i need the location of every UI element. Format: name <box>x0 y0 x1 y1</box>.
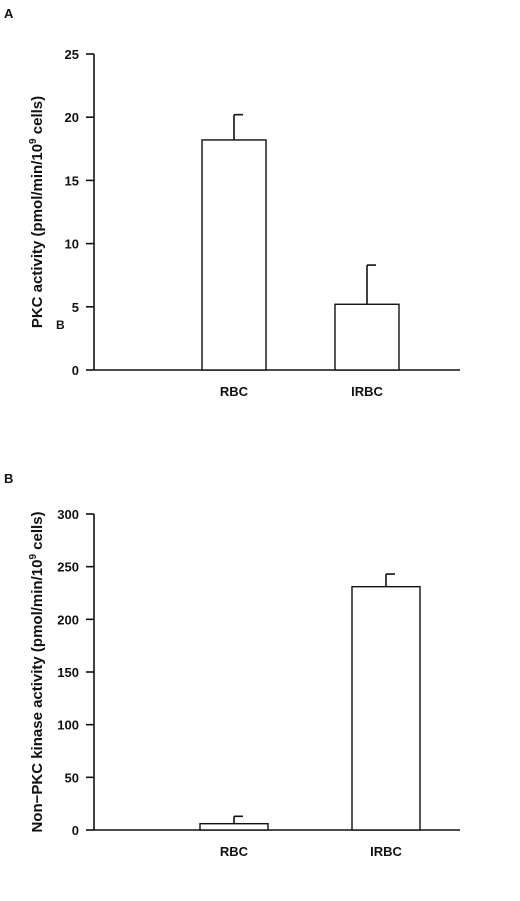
y-tick-label: 200 <box>57 612 79 627</box>
panel-label-b: B <box>4 471 13 486</box>
y-tick-label: 10 <box>65 237 79 252</box>
panel-label-a: A <box>4 6 14 21</box>
y-ticks-a: 0 5 10 15 20 25 <box>65 47 94 378</box>
y-tick-label: 300 <box>57 507 79 522</box>
panel-b: B 0 50 100 150 200 250 300 RBC IRBC Non−PKC kin… <box>4 471 460 859</box>
y-tick-label: 50 <box>65 770 79 785</box>
y-axis-label-b: Non−PKC kinase activity (pmol/min/109 ce… <box>28 511 46 832</box>
bars-a <box>201 113 400 371</box>
x-tick-labels-b: RBC IRBC <box>220 844 403 859</box>
y-tick-label: 25 <box>65 47 79 62</box>
y-tick-label: 100 <box>57 718 79 733</box>
x-tick-label: RBC <box>220 384 249 399</box>
x-tick-label: RBC <box>220 844 249 859</box>
bar-rbc <box>199 822 269 831</box>
y-tick-label: 250 <box>57 560 79 575</box>
x-tick-label: IRBC <box>370 844 402 859</box>
y-tick-label: 5 <box>72 300 79 315</box>
y-tick-label: 150 <box>57 665 79 680</box>
stray-label-b: B <box>56 318 65 332</box>
bar-rbc <box>201 139 267 371</box>
bar-irbc <box>351 585 421 831</box>
y-tick-label: 0 <box>72 823 79 838</box>
y-tick-label: 20 <box>65 110 79 125</box>
y-axis-label-a: PKC activity (pmol/min/109 cells) <box>28 96 46 328</box>
y-ticks-b: 0 50 100 150 200 250 300 <box>57 507 94 838</box>
bar-irbc <box>334 303 400 371</box>
x-tick-label: IRBC <box>351 384 383 399</box>
bars-b <box>199 573 421 831</box>
y-tick-label: 15 <box>65 173 79 188</box>
x-tick-labels-a: RBC IRBC <box>220 384 384 399</box>
panel-a: A 0 5 10 15 20 25 RBC IRBC B PKC activity (pmo… <box>4 6 460 399</box>
y-tick-label: 0 <box>72 363 79 378</box>
